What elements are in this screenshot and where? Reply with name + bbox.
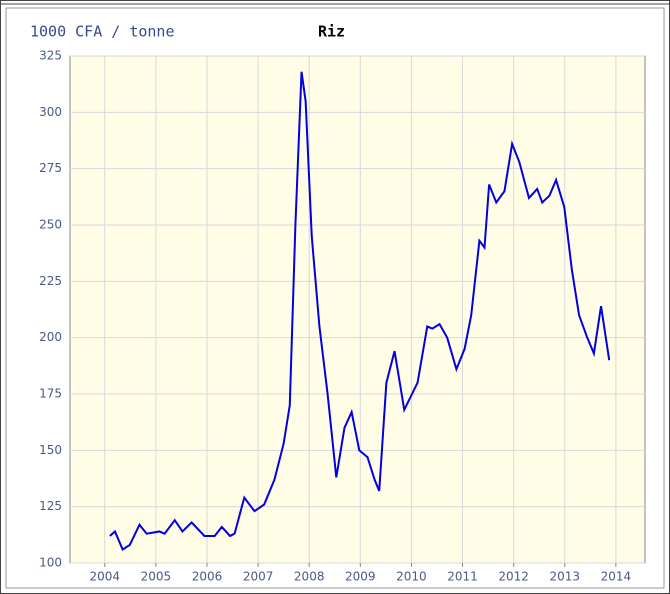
- y-tick-label: 100: [39, 556, 62, 570]
- plot-area: [69, 55, 646, 564]
- x-tick-label: 2004: [89, 570, 120, 584]
- x-tick-label: 2006: [192, 570, 223, 584]
- y-tick-label: 325: [39, 49, 62, 63]
- x-tick-label: 2013: [549, 570, 580, 584]
- inner-frame: [5, 7, 665, 589]
- y-tick-label: 175: [39, 387, 62, 401]
- y-tick-label: 300: [39, 105, 62, 119]
- y-tick-label: 250: [39, 218, 62, 232]
- y-axis-label: 1000 CFA / tonne: [30, 23, 175, 41]
- x-tick-label: 2014: [601, 570, 632, 584]
- y-tick-label: 275: [39, 161, 62, 175]
- x-tick-label: 2011: [447, 570, 478, 584]
- x-tick-label: 2010: [396, 570, 427, 584]
- chart-title: Riz: [318, 23, 345, 41]
- y-tick-label: 200: [39, 330, 62, 344]
- data-line: [109, 71, 611, 551]
- x-tick-label: 2007: [243, 570, 274, 584]
- x-tick-label: 2012: [498, 570, 529, 584]
- x-tick-label: 2005: [141, 570, 172, 584]
- x-tick-label: 2008: [294, 570, 325, 584]
- y-tick-label: 150: [39, 443, 62, 457]
- y-tick-label: 225: [39, 274, 62, 288]
- x-tick-label: 2009: [345, 570, 376, 584]
- y-tick-label: 125: [39, 499, 62, 513]
